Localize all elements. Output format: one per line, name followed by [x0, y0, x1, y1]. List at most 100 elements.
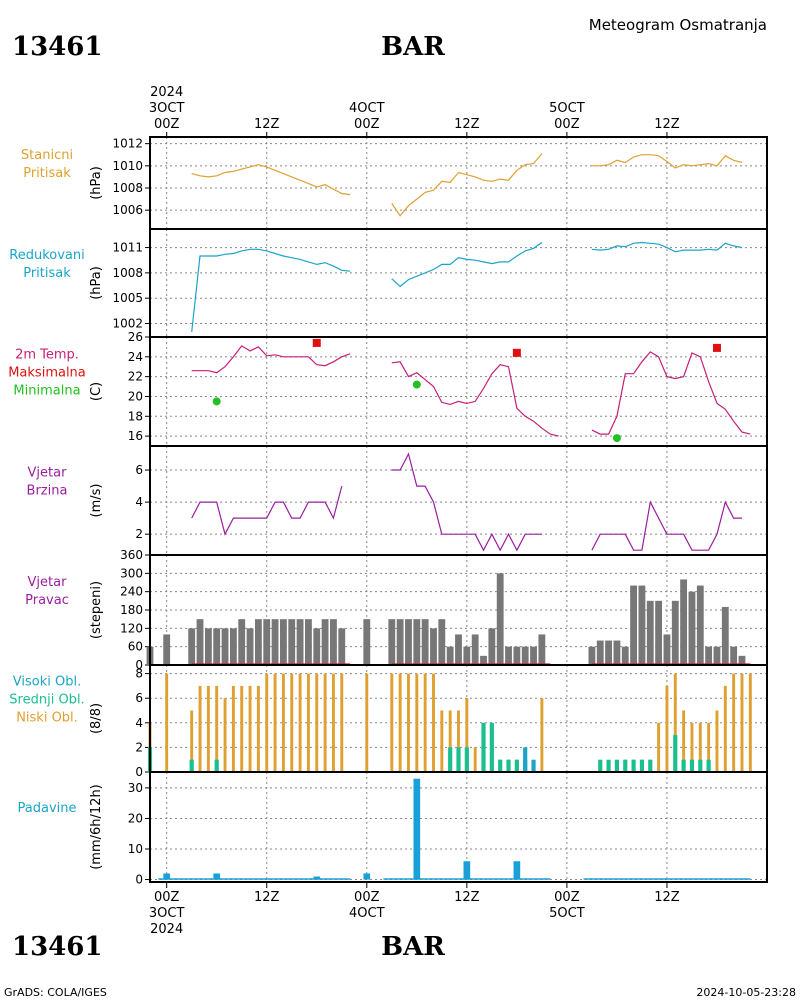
clouds-bar	[457, 710, 460, 772]
wind_direction-bar	[713, 646, 721, 665]
panel-frame	[149, 771, 768, 883]
wind_direction-bar	[521, 646, 529, 665]
wind_direction-bar	[738, 655, 746, 665]
wind_direction-bar	[254, 619, 262, 665]
wind_direction-bar	[238, 619, 246, 665]
wind_direction-bar	[730, 646, 738, 665]
wind_direction-bar	[621, 646, 629, 665]
y-tick-label: 60	[128, 640, 143, 654]
wind_direction-bar	[229, 628, 237, 665]
clouds-bar	[665, 685, 669, 772]
wind_direction-bar	[321, 619, 329, 665]
clouds-bar	[189, 759, 194, 772]
wind_direction-bar	[288, 619, 296, 665]
panel-label: Stanicni	[21, 148, 73, 163]
clouds-bar	[698, 759, 703, 772]
wind_direction-bar	[488, 628, 496, 665]
y-tick-label: 120	[120, 621, 143, 635]
y-axis-label: (m/s)	[89, 484, 104, 518]
time-label-top: 2024	[150, 85, 183, 100]
pressure-series-line	[191, 164, 351, 196]
y-axis-label: (mm/6h/12h)	[89, 784, 104, 870]
y-axis-label: (hPa)	[89, 266, 104, 300]
wind_direction-bar	[163, 634, 171, 665]
clouds-bar	[448, 747, 453, 772]
clouds-bar	[706, 759, 711, 772]
clouds-bar	[623, 759, 628, 772]
temperature-series-line	[391, 361, 559, 437]
panel-label: Brzina	[27, 484, 68, 499]
clouds-bar	[715, 710, 719, 772]
y-tick-label: 18	[128, 409, 143, 423]
clouds-bar	[298, 673, 302, 772]
clouds-bar	[248, 685, 252, 772]
clouds-bar	[540, 698, 544, 772]
panel-clouds: 0 2 4 6 8 (8/8) Visoki Obl. Srednji Obl. Niski O…	[9, 664, 768, 779]
y-tick-label: 240	[120, 585, 143, 599]
panel-label: Srednji Obl.	[9, 693, 84, 708]
max-temp-marker	[712, 343, 721, 352]
clouds-bar	[723, 685, 727, 772]
wind_direction-bar	[363, 619, 371, 665]
clouds-bar	[481, 722, 486, 772]
time-label-bottom: 00Z	[154, 890, 180, 905]
y-tick-label: 1006	[112, 203, 143, 217]
clouds-bar	[681, 759, 686, 772]
clouds-bar	[740, 673, 744, 772]
clouds-bar	[473, 747, 477, 772]
y-tick-label: 10	[128, 842, 143, 856]
clouds-bar	[523, 747, 528, 772]
wind_direction-bar	[413, 619, 421, 665]
temperature-series-line	[191, 345, 351, 374]
y-tick-label: 20	[128, 811, 143, 825]
reduced_pressure-series-line	[391, 242, 543, 288]
clouds-bar	[165, 673, 169, 772]
wind_speed-series-line	[391, 452, 542, 552]
y-tick-label: 1008	[112, 181, 143, 195]
panel-frame	[149, 336, 768, 447]
time-label-top: 00Z	[154, 117, 180, 132]
wind_direction-bar	[446, 646, 454, 665]
precipitation-bar	[163, 873, 171, 880]
wind_direction-bar	[588, 646, 596, 665]
wind_direction-bar	[263, 619, 271, 665]
chart-title: Meteogram Osmatranja	[589, 16, 767, 34]
wind_direction-bar	[313, 628, 321, 665]
wind_direction-bar	[646, 600, 654, 665]
clouds-bar	[448, 710, 452, 772]
panel-label: Padavine	[18, 801, 77, 816]
station-name-bottom: BAR	[381, 932, 445, 962]
plot-area: 1006100810101012(hPa)StanicniPritisak100…	[8, 85, 768, 937]
y-tick-label: 1008	[112, 266, 143, 280]
clouds-bar	[331, 673, 335, 772]
panel-reduced_pressure: 1002 1005 1008 1011 (hPa) Redukovani Pritisak	[9, 228, 768, 338]
wind_direction-bar	[221, 628, 229, 665]
panel-label: Niski Obl.	[16, 711, 78, 726]
clouds-bar	[489, 722, 494, 772]
y-tick-label: 26	[128, 330, 143, 344]
precipitation-bar	[313, 876, 321, 880]
clouds-bar	[215, 685, 219, 772]
clouds-bar	[198, 685, 202, 772]
min-temp-marker	[412, 380, 421, 389]
y-tick-label: 16	[128, 429, 143, 443]
min-temp-marker	[612, 434, 621, 443]
y-axis-label: (stepeni)	[89, 581, 104, 639]
wind_direction-bar	[463, 646, 471, 665]
time-label-top: 12Z	[654, 117, 680, 132]
clouds-bar	[423, 673, 427, 772]
clouds-bar	[598, 759, 603, 772]
station-id-top: 13461	[12, 32, 102, 62]
wind_direction-bar	[271, 619, 279, 665]
time-label-top: 4OCT	[349, 101, 385, 116]
clouds-bar	[631, 759, 636, 772]
time-label-bottom: 4OCT	[349, 906, 385, 921]
panel-label: 2m Temp.	[15, 348, 79, 363]
panel-label: Minimalna	[13, 384, 80, 399]
clouds-bar	[614, 759, 620, 772]
y-tick-label: 360	[120, 548, 143, 562]
clouds-bar	[340, 673, 344, 772]
panel-wind_direction: 0 60 120 180 240 300 360 (stepeni) Vjetar Pravac	[25, 548, 768, 672]
precipitation-bar	[413, 778, 421, 880]
